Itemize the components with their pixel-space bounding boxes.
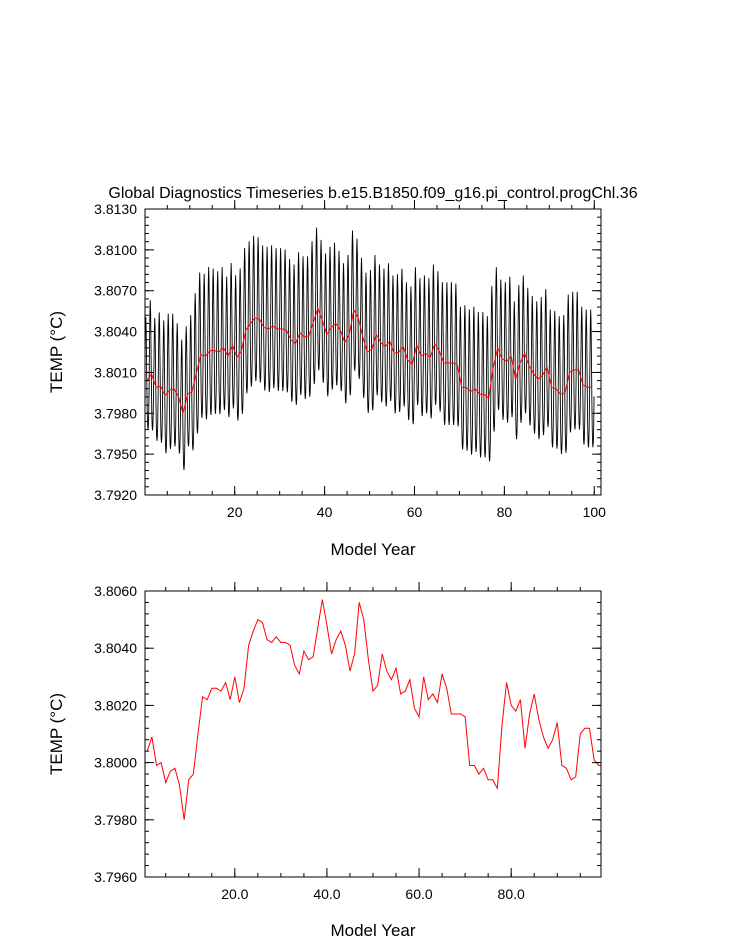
bottom-x-tick-label: 40.0 (313, 886, 340, 902)
bottom-y-tick-label: 3.8060 (94, 583, 137, 599)
bottom-x-tick-label: 80.0 (498, 886, 525, 902)
top-x-tick-label: 80 (497, 504, 513, 520)
bottom-x-tick-label: 60.0 (405, 886, 432, 902)
top-series-annual-mean (146, 306, 593, 414)
top-y-tick-label: 3.8040 (94, 324, 137, 340)
bottom-plot-area (146, 599, 601, 820)
top-y-tick-label: 3.8130 (94, 201, 137, 217)
top-y-tick-label: 3.7920 (94, 487, 137, 503)
top-y-tick-label: 3.7980 (94, 405, 137, 421)
top-y-tick-label: 3.8070 (94, 283, 137, 299)
bottom-x-ticks: 20.0 40.0 60.0 80.0 (165, 582, 581, 902)
top-plot-area (145, 227, 595, 470)
top-plot-frame (144, 208, 602, 496)
bottom-y-tick-label: 3.8020 (94, 697, 137, 713)
top-x-axis-label: Model Year (330, 540, 415, 559)
bottom-y-tick-label: 3.8040 (94, 640, 137, 656)
top-y-tick-label: 3.8100 (94, 242, 137, 258)
bottom-plot-frame (144, 590, 602, 878)
top-x-tick-label: 20 (227, 504, 243, 520)
bottom-chart: 20.0 40.0 60.0 80.0 3.7960 3.7980 3.8000 3.802… (47, 582, 602, 940)
top-x-tick-label: 60 (407, 504, 423, 520)
top-series-monthly (145, 227, 595, 470)
top-y-ticks: 3.7920 3.7950 3.7980 3.8010 3.8040 3.8070 3.81… (94, 201, 601, 503)
top-x-ticks: 20 40 60 80 100 (166, 200, 607, 520)
figure-title: Global Diagnostics Timeseries b.e15.B185… (108, 185, 637, 202)
bottom-y-ticks: 3.7960 3.7980 3.8000 3.8020 3.8040 3.8060 (94, 583, 601, 885)
top-x-tick-label: 100 (583, 504, 607, 520)
bottom-y-tick-label: 3.8000 (94, 755, 137, 771)
bottom-y-tick-label: 3.7960 (94, 869, 137, 885)
top-chart: 20 40 60 80 100 3.7920 3.7950 3.7980 3.8010 3.80… (47, 200, 606, 559)
top-y-axis-label: TEMP (°C) (47, 311, 66, 393)
top-y-tick-label: 3.7950 (94, 446, 137, 462)
top-x-tick-label: 40 (317, 504, 333, 520)
bottom-y-tick-label: 3.7980 (94, 812, 137, 828)
bottom-x-tick-label: 20.0 (221, 886, 248, 902)
bottom-series-annual-mean (146, 599, 601, 820)
bottom-x-axis-label: Model Year (330, 921, 415, 940)
top-y-tick-label: 3.8010 (94, 364, 137, 380)
bottom-y-axis-label: TEMP (°C) (47, 693, 66, 775)
